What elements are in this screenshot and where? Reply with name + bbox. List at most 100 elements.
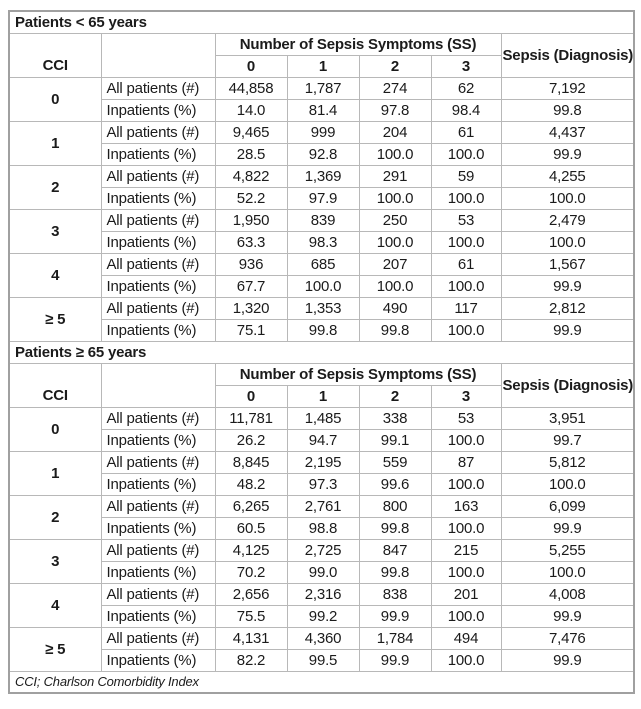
all-patients-value: 215 bbox=[430, 538, 502, 562]
inpatients-value: 100.0 bbox=[500, 186, 635, 210]
ss-col-header-3: 3 bbox=[430, 384, 502, 408]
inpatients-value: 99.8 bbox=[358, 560, 432, 584]
all-patients-value: 847 bbox=[358, 538, 432, 562]
inpatients-value: 98.3 bbox=[286, 230, 360, 254]
inpatients-label: Inpatients (%) bbox=[100, 274, 216, 298]
all-patients-value: 250 bbox=[358, 208, 432, 232]
all-patients-value: 7,476 bbox=[500, 626, 635, 650]
all-patients-value: 87 bbox=[430, 450, 502, 474]
all-patients-value: 4,360 bbox=[286, 626, 360, 650]
inpatients-value: 97.3 bbox=[286, 472, 360, 496]
inpatients-value: 100.0 bbox=[358, 142, 432, 166]
inpatients-label: Inpatients (%) bbox=[100, 186, 216, 210]
sepsis-diagnosis-header: Sepsis (Diagnosis) bbox=[500, 362, 635, 408]
all-patients-value: 4,822 bbox=[214, 164, 288, 188]
all-patients-label: All patients (#) bbox=[100, 494, 216, 518]
all-patients-label: All patients (#) bbox=[100, 626, 216, 650]
all-patients-value: 1,320 bbox=[214, 296, 288, 320]
inpatients-value: 100.0 bbox=[430, 428, 502, 452]
patients-table-body: Patients < 65 years CCI Number of Sepsis S… bbox=[8, 10, 635, 694]
all-patients-label: All patients (#) bbox=[100, 296, 216, 320]
all-patients-value: 59 bbox=[430, 164, 502, 188]
all-patients-value: 2,812 bbox=[500, 296, 635, 320]
inpatients-value: 100.0 bbox=[430, 472, 502, 496]
all-patients-value: 3,951 bbox=[500, 406, 635, 430]
inpatients-value: 28.5 bbox=[214, 142, 288, 166]
inpatients-value: 94.7 bbox=[286, 428, 360, 452]
all-patients-label: All patients (#) bbox=[100, 450, 216, 474]
inpatients-value: 99.8 bbox=[500, 98, 635, 122]
all-patients-value: 839 bbox=[286, 208, 360, 232]
ss-col-header-0: 0 bbox=[214, 384, 288, 408]
cci-value: 4 bbox=[8, 582, 102, 628]
cci-value: 4 bbox=[8, 252, 102, 298]
all-patients-value: 559 bbox=[358, 450, 432, 474]
all-patients-value: 1,353 bbox=[286, 296, 360, 320]
all-patients-value: 163 bbox=[430, 494, 502, 518]
all-patients-value: 2,479 bbox=[500, 208, 635, 232]
inpatients-value: 100.0 bbox=[358, 230, 432, 254]
row-label-column-header bbox=[100, 362, 216, 408]
cci-column-header: CCI bbox=[8, 362, 102, 408]
all-patients-value: 2,725 bbox=[286, 538, 360, 562]
inpatients-value: 99.8 bbox=[286, 318, 360, 342]
cci-value: ≥ 5 bbox=[8, 296, 102, 342]
all-patients-value: 61 bbox=[430, 120, 502, 144]
all-patients-value: 338 bbox=[358, 406, 432, 430]
inpatients-label: Inpatients (%) bbox=[100, 230, 216, 254]
all-patients-value: 274 bbox=[358, 76, 432, 100]
inpatients-value: 99.2 bbox=[286, 604, 360, 628]
all-patients-value: 800 bbox=[358, 494, 432, 518]
all-patients-value: 936 bbox=[214, 252, 288, 276]
inpatients-value: 99.9 bbox=[500, 274, 635, 298]
all-patients-value: 11,781 bbox=[214, 406, 288, 430]
all-patients-value: 62 bbox=[430, 76, 502, 100]
all-patients-value: 1,787 bbox=[286, 76, 360, 100]
ss-col-header-1: 1 bbox=[286, 54, 360, 78]
inpatients-label: Inpatients (%) bbox=[100, 516, 216, 540]
all-patients-value: 7,192 bbox=[500, 76, 635, 100]
all-patients-label: All patients (#) bbox=[100, 76, 216, 100]
inpatients-value: 99.9 bbox=[500, 516, 635, 540]
ss-col-header-3: 3 bbox=[430, 54, 502, 78]
all-patients-value: 6,099 bbox=[500, 494, 635, 518]
all-patients-value: 5,812 bbox=[500, 450, 635, 474]
patients-sepsis-table: Patients < 65 years CCI Number of Sepsis S… bbox=[8, 10, 636, 694]
footnote: CCI; Charlson Comorbidity Index bbox=[8, 670, 635, 694]
inpatients-value: 98.8 bbox=[286, 516, 360, 540]
inpatients-value: 99.9 bbox=[500, 142, 635, 166]
inpatients-value: 98.4 bbox=[430, 98, 502, 122]
cci-value: 2 bbox=[8, 164, 102, 210]
inpatients-value: 99.6 bbox=[358, 472, 432, 496]
inpatients-label: Inpatients (%) bbox=[100, 318, 216, 342]
inpatients-value: 100.0 bbox=[430, 142, 502, 166]
inpatients-value: 100.0 bbox=[430, 560, 502, 584]
cci-value: 3 bbox=[8, 208, 102, 254]
inpatients-value: 99.8 bbox=[358, 516, 432, 540]
inpatients-value: 100.0 bbox=[430, 230, 502, 254]
all-patients-value: 204 bbox=[358, 120, 432, 144]
all-patients-value: 53 bbox=[430, 406, 502, 430]
section-title: Patients ≥ 65 years bbox=[8, 340, 635, 364]
cci-column-header: CCI bbox=[8, 32, 102, 78]
all-patients-value: 291 bbox=[358, 164, 432, 188]
all-patients-value: 1,784 bbox=[358, 626, 432, 650]
all-patients-label: All patients (#) bbox=[100, 164, 216, 188]
all-patients-value: 53 bbox=[430, 208, 502, 232]
inpatients-value: 99.5 bbox=[286, 648, 360, 672]
all-patients-value: 838 bbox=[358, 582, 432, 606]
inpatients-value: 14.0 bbox=[214, 98, 288, 122]
all-patients-value: 9,465 bbox=[214, 120, 288, 144]
inpatients-value: 100.0 bbox=[430, 318, 502, 342]
all-patients-value: 8,845 bbox=[214, 450, 288, 474]
ss-col-header-0: 0 bbox=[214, 54, 288, 78]
inpatients-value: 100.0 bbox=[430, 648, 502, 672]
all-patients-value: 4,008 bbox=[500, 582, 635, 606]
inpatients-value: 82.2 bbox=[214, 648, 288, 672]
all-patients-value: 1,567 bbox=[500, 252, 635, 276]
inpatients-label: Inpatients (%) bbox=[100, 98, 216, 122]
inpatients-value: 60.5 bbox=[214, 516, 288, 540]
all-patients-value: 2,761 bbox=[286, 494, 360, 518]
inpatients-value: 99.9 bbox=[358, 648, 432, 672]
all-patients-value: 201 bbox=[430, 582, 502, 606]
